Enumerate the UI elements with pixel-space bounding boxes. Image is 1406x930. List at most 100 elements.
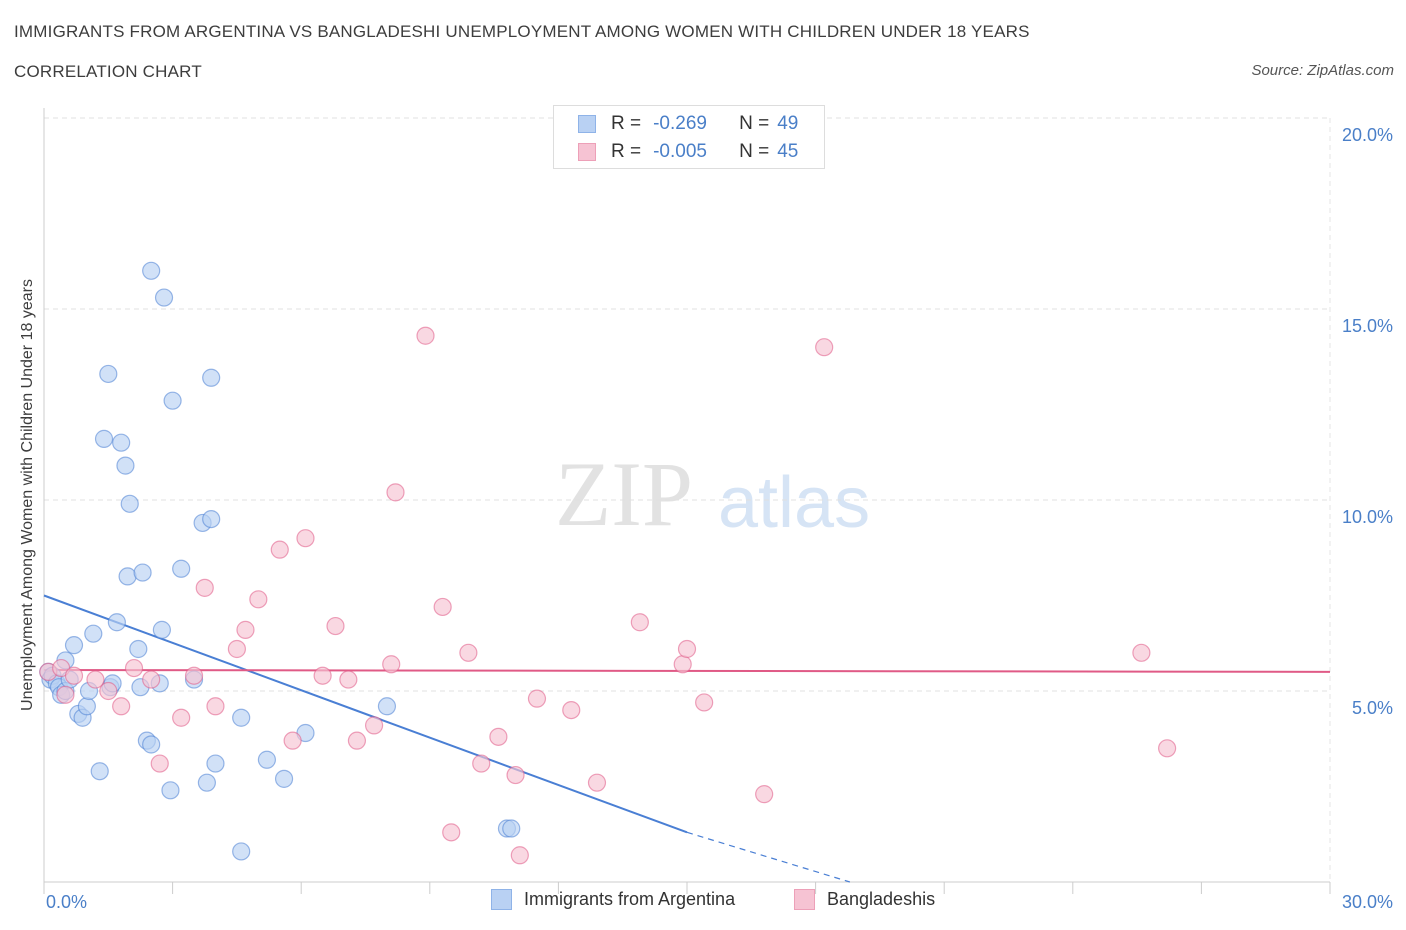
r-label: R = xyxy=(611,113,642,134)
data-point-bangladeshis xyxy=(386,483,405,502)
data-point-bangladeshis xyxy=(124,658,144,678)
data-point-bangladeshis xyxy=(99,681,118,701)
stats-legend: R = -0.269 N = 49 R = -0.005 N = 45 xyxy=(553,105,825,169)
data-point-bangladeshis xyxy=(755,785,774,804)
data-point-argentina xyxy=(206,754,225,773)
data-point-argentina xyxy=(502,819,521,838)
y-tick-label: 5.0% xyxy=(1352,698,1393,718)
data-point-argentina xyxy=(197,773,216,792)
data-point-argentina xyxy=(163,391,182,410)
legend-item-argentina: Immigrants from Argentina xyxy=(491,889,735,910)
data-point-bangladeshis xyxy=(86,670,105,689)
data-point-bangladeshis xyxy=(382,655,401,674)
data-point-argentina xyxy=(77,697,96,716)
data-point-argentina xyxy=(274,769,294,788)
data-point-bangladeshis xyxy=(172,708,191,727)
data-point-bangladeshis xyxy=(195,578,214,597)
data-point-bangladeshis xyxy=(112,697,131,716)
legend-item-bangladeshis: Bangladeshis xyxy=(794,889,935,910)
data-point-argentina xyxy=(84,624,103,643)
data-point-bangladeshis xyxy=(433,597,452,617)
data-point-argentina xyxy=(172,559,191,578)
axis-ticks xyxy=(43,882,1331,894)
data-point-bangladeshis xyxy=(184,666,204,685)
stats-row-argentina: R = -0.269 N = 49 xyxy=(578,112,798,136)
data-point-argentina xyxy=(154,288,174,307)
n-label: N = xyxy=(739,141,770,162)
y-tick-label: 20.0% xyxy=(1342,125,1393,145)
data-point-argentina xyxy=(107,613,126,632)
data-point-bangladeshis xyxy=(587,773,607,792)
r-value: -0.269 xyxy=(653,113,707,134)
data-point-bangladeshis xyxy=(673,655,692,674)
data-point-bangladeshis xyxy=(270,540,289,559)
data-points xyxy=(39,261,1177,865)
source-label: Source: ZipAtlas.com xyxy=(1251,62,1394,79)
trend-lines xyxy=(43,594,1331,883)
data-point-argentina xyxy=(133,563,152,582)
data-point-bangladeshis xyxy=(236,620,255,639)
n-label: N = xyxy=(739,113,770,134)
legend-swatch-bangladeshis xyxy=(794,889,815,910)
r-value: -0.005 xyxy=(653,141,707,162)
x-tick-label: 0.0% xyxy=(46,892,87,912)
data-point-bangladeshis xyxy=(472,754,491,773)
data-point-argentina xyxy=(116,456,135,475)
x-tick-label: 30.0% xyxy=(1342,892,1393,912)
data-point-argentina xyxy=(120,494,139,513)
data-point-bangladeshis xyxy=(313,666,332,685)
data-point-bangladeshis xyxy=(489,727,508,746)
data-point-argentina xyxy=(257,750,277,769)
data-point-bangladeshis xyxy=(1158,739,1177,758)
n-value: 45 xyxy=(777,141,799,162)
data-point-bangladeshis xyxy=(527,689,547,708)
data-point-bangladeshis xyxy=(283,731,302,750)
data-point-bangladeshis xyxy=(142,670,161,689)
legend-swatch-argentina xyxy=(578,115,596,133)
data-point-bangladeshis xyxy=(695,693,714,712)
data-point-bangladeshis xyxy=(510,846,529,865)
y-tick-label: 15.0% xyxy=(1342,316,1393,336)
n-value: 49 xyxy=(777,113,799,134)
data-point-bangladeshis xyxy=(506,765,525,785)
data-point-argentina xyxy=(232,708,251,727)
data-point-bangladeshis xyxy=(206,697,225,716)
data-point-bangladeshis xyxy=(347,731,367,750)
data-point-argentina xyxy=(118,567,137,586)
data-point-bangladeshis xyxy=(459,643,478,662)
watermark-atlas: atlas xyxy=(718,463,870,543)
y-axis-label: Unemployment Among Women with Children U… xyxy=(19,279,36,711)
data-point-argentina xyxy=(377,697,397,716)
data-point-bangladeshis xyxy=(150,754,169,773)
stats-row-bangladeshis: R = -0.005 N = 45 xyxy=(578,140,798,164)
data-point-argentina xyxy=(152,620,171,639)
data-point-argentina xyxy=(202,368,221,387)
data-point-argentina xyxy=(202,509,221,529)
tick-labels: 5.0% 10.0% 15.0% 20.0% 0.0% 30.0% xyxy=(46,125,1393,912)
chart-title: IMMIGRANTS FROM ARGENTINA VS BANGLADESHI… xyxy=(14,22,1030,41)
data-point-bangladeshis xyxy=(64,666,84,685)
data-point-bangladeshis xyxy=(296,529,315,548)
trend-line-argentina-extension xyxy=(686,831,851,883)
data-point-argentina xyxy=(64,636,84,655)
data-point-bangladeshis xyxy=(815,338,834,357)
data-point-bangladeshis xyxy=(416,326,435,345)
legend-label-argentina: Immigrants from Argentina xyxy=(524,889,736,909)
grid-lines xyxy=(44,117,1331,882)
chart-subtitle: CORRELATION CHART xyxy=(14,62,202,81)
watermark: ZIP atlas xyxy=(555,443,870,545)
data-point-bangladeshis xyxy=(56,685,75,704)
data-point-argentina xyxy=(232,842,251,861)
data-point-argentina xyxy=(142,735,161,754)
data-point-argentina xyxy=(129,639,148,659)
y-tick-label: 10.0% xyxy=(1342,507,1393,527)
data-point-argentina xyxy=(94,429,114,448)
data-point-argentina xyxy=(161,781,180,800)
legend-swatch-argentina xyxy=(491,889,512,910)
data-point-bangladeshis xyxy=(339,670,358,689)
data-point-bangladeshis xyxy=(227,639,246,659)
data-point-bangladeshis xyxy=(677,639,697,659)
data-point-argentina xyxy=(112,433,131,452)
watermark-zip: ZIP xyxy=(555,443,693,545)
